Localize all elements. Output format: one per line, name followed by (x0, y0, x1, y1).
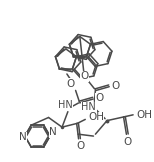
Text: N: N (49, 127, 57, 137)
Text: O: O (112, 81, 120, 91)
Text: O: O (123, 137, 131, 147)
Text: O: O (67, 79, 75, 89)
Text: HN: HN (81, 102, 96, 112)
Text: N: N (19, 132, 27, 142)
Text: O: O (81, 71, 89, 81)
Text: OH: OH (88, 112, 104, 122)
Text: OH: OH (137, 110, 153, 120)
Text: O: O (76, 140, 85, 150)
Text: HN: HN (58, 100, 72, 110)
Text: O: O (96, 93, 104, 103)
